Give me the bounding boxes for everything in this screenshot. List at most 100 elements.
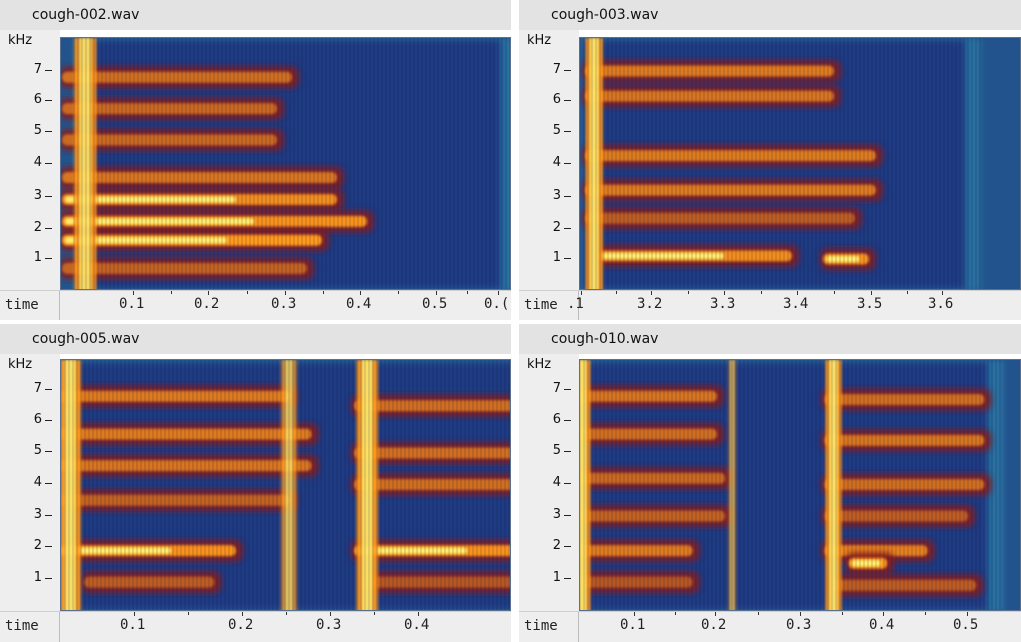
formant-band: [361, 571, 510, 594]
time-axis[interactable]: time 0.1 0.2 0.3 0.4 0.5 0.(: [0, 290, 511, 321]
formant-band: [61, 539, 243, 562]
onset-pulse: [585, 38, 603, 289]
y-tick-label: 7: [519, 62, 575, 78]
panel-title: cough-003.wav: [519, 0, 1021, 30]
spectrogram-view[interactable]: [579, 359, 1021, 611]
formant-band: [821, 388, 992, 411]
time-tick-mark: [800, 612, 801, 616]
spectrogram-image: [61, 38, 510, 289]
time-tick-label: 0.4: [404, 617, 430, 633]
time-axis[interactable]: time 0.1 0.2 0.3 0.4 0.5: [519, 611, 1021, 642]
time-minor-tick: [374, 612, 375, 615]
y-tick-label: 2: [0, 538, 56, 554]
y-tick-label: 4: [519, 155, 575, 171]
formant-band: [61, 97, 284, 120]
formant-band: [582, 179, 883, 202]
time-axis[interactable]: time .1 3.2 3.3 3.4 3.5 3.6: [519, 290, 1021, 321]
time-tick-mark: [436, 291, 437, 295]
formant-band: [580, 467, 733, 490]
formant-band: [351, 442, 510, 464]
formant-band: [580, 505, 733, 527]
spectrogram-image: [580, 360, 1020, 610]
y-tick-label: 7: [0, 381, 56, 397]
time-tick-mark: [330, 612, 331, 616]
y-axis-unit: kHz: [527, 33, 552, 48]
y-tick-label: 3: [0, 188, 56, 204]
formant-band: [61, 423, 319, 446]
time-axis[interactable]: time 0.1 0.2 0.3 0.4: [0, 611, 511, 642]
formant-band: [61, 166, 344, 189]
onset-pulse: [580, 360, 591, 610]
y-tick-label: 5: [519, 123, 575, 139]
spectrogram-view[interactable]: [60, 37, 511, 290]
time-tick-mark: [883, 612, 884, 616]
spectrogram-view[interactable]: [60, 359, 511, 611]
panel-title: cough-002.wav: [0, 0, 511, 30]
y-tick-label: 5: [0, 123, 56, 139]
y-tick-label: 3: [0, 507, 56, 523]
panel-title: cough-010.wav: [519, 324, 1021, 354]
time-tick-label: 0.3: [786, 617, 812, 633]
formant-band: [845, 552, 895, 575]
time-tick-label: 0.2: [701, 617, 727, 633]
spectrogram-panel: cough-002.wav kHz 7 6 5 4 3 2 1 time 0.1 0.2 0.3 0.…: [0, 0, 511, 321]
time-minor-tick: [757, 612, 759, 615]
spectrogram-panel: cough-003.wav kHz 7 6 5 4 3 2 1 time .1 3.2 3.3 3.4…: [519, 0, 1021, 321]
time-minor-tick: [841, 612, 843, 615]
y-tick-label: 5: [0, 443, 56, 459]
onset-pulse: [280, 360, 297, 610]
time-tick-label: 0.5: [953, 617, 979, 633]
time-tick-label: 0.1: [119, 296, 145, 312]
time-minor-tick: [925, 612, 926, 615]
time-tick-label: 0.4: [869, 617, 895, 633]
spectrogram-panel: cough-010.wav kHz 7 6 5 4 3 2 1 time 0.1 0.2 0.3 0.…: [519, 324, 1021, 642]
panel-title: cough-005.wav: [0, 324, 511, 354]
time-tick-label: 0.5: [422, 296, 448, 312]
onset-pulse: [61, 360, 81, 610]
formant-band: [61, 66, 299, 89]
time-minor-tick: [906, 291, 908, 294]
time-tick-label: 0.3: [271, 296, 297, 312]
y-tick-label: 3: [519, 507, 575, 523]
y-tick-label: 4: [519, 475, 575, 491]
time-tick-label: 0.3: [316, 617, 342, 633]
time-tick-mark: [724, 291, 725, 295]
time-tick-mark: [797, 291, 798, 295]
time-tick-mark: [871, 291, 872, 295]
time-tick-mark: [134, 612, 135, 616]
spectrogram-image: [61, 360, 510, 610]
y-tick-label: 6: [519, 412, 575, 428]
time-tick-label: 3.5: [857, 296, 883, 312]
spectrogram-view[interactable]: [579, 37, 1021, 290]
y-tick-label: 2: [519, 538, 575, 554]
time-minor-tick: [467, 291, 468, 294]
formant-band: [351, 394, 510, 417]
time-minor-tick: [246, 291, 248, 294]
formant-band: [596, 244, 799, 267]
y-tick-label: 5: [519, 443, 575, 459]
time-minor-tick: [834, 291, 835, 294]
striation-texture: [580, 38, 981, 289]
formant-band: [582, 144, 883, 167]
y-tick-label: 1: [0, 250, 56, 266]
striation-texture: [73, 38, 510, 289]
time-axis-label: time: [0, 612, 60, 642]
time-minor-tick: [760, 291, 762, 294]
y-tick-label: 1: [519, 250, 575, 266]
y-tick-label: 6: [0, 412, 56, 428]
spectrogram-image: [580, 38, 1020, 289]
formant-band: [821, 429, 992, 452]
time-minor-tick: [322, 291, 324, 294]
time-axis-label: time: [0, 291, 60, 321]
formant-band: [61, 229, 329, 252]
time-minor-tick: [674, 612, 676, 615]
formant-band: [61, 385, 297, 408]
time-tick-mark: [242, 612, 243, 616]
formant-band: [821, 505, 976, 527]
time-tick-label: 0.1: [120, 617, 146, 633]
y-tick-label: 4: [0, 475, 56, 491]
y-tick-label: 2: [0, 220, 56, 236]
y-axis: kHz 7 6 5 4 3 2 1: [519, 30, 579, 290]
time-minor-tick: [170, 291, 172, 294]
striation-texture: [61, 360, 510, 610]
